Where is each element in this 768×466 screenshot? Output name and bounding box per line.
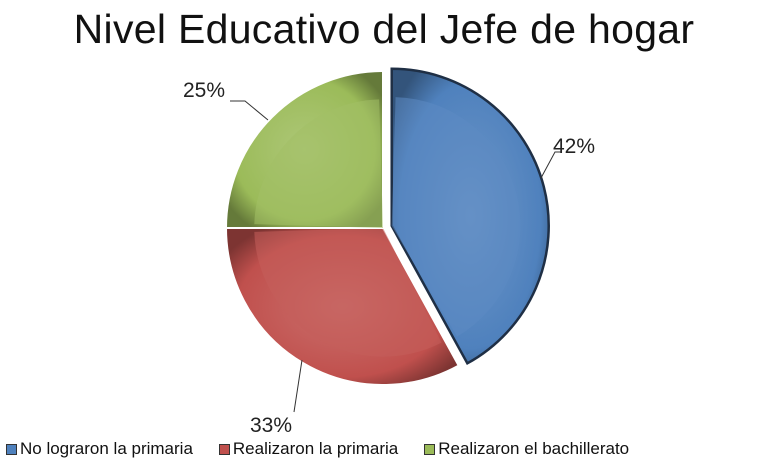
data-label-no-lograron-primaria: 42%: [553, 135, 595, 158]
pie-slice-bevel-no-lograron-primaria: [391, 97, 521, 337]
legend-swatch-realizaron-primaria: [218, 443, 230, 455]
legend-label-no-lograron-primaria: No lograron la primaria: [20, 439, 193, 458]
legend-label-realizaron-primaria: Realizaron la primaria: [232, 439, 399, 458]
leader-line-realizaron-primaria: [293, 359, 303, 413]
legend-item-no-lograron-primaria: No lograron la primaria: [6, 439, 193, 459]
data-label-realizaron-primaria: 33%: [250, 414, 292, 437]
legend-item-realizaron-bachillerato: Realizaron el bachillerato: [424, 439, 629, 459]
data-label-realizaron-bachillerato: 25%: [183, 79, 225, 102]
legend-label-realizaron-bachillerato: Realizaron el bachillerato: [438, 439, 630, 458]
legend-item-realizaron-primaria: Realizaron la primaria: [218, 439, 399, 459]
pie-slice-bevel-realizaron-bachillerato: [254, 99, 383, 228]
pie-slice-bevel-realizaron-primaria: [254, 228, 442, 357]
leader-line-realizaron-bachillerato: [230, 100, 269, 121]
leader-line-no-lograron-primaria: [540, 151, 562, 179]
legend-swatch-realizaron-bachillerato: [424, 443, 436, 455]
legend-swatch-no-lograron-primaria: [6, 443, 17, 455]
chart-title: Nivel Educativo del Jefe de hogar: [73, 6, 695, 52]
chart-legend: No lograron la primaria Realizaron la pri…: [6, 439, 768, 459]
